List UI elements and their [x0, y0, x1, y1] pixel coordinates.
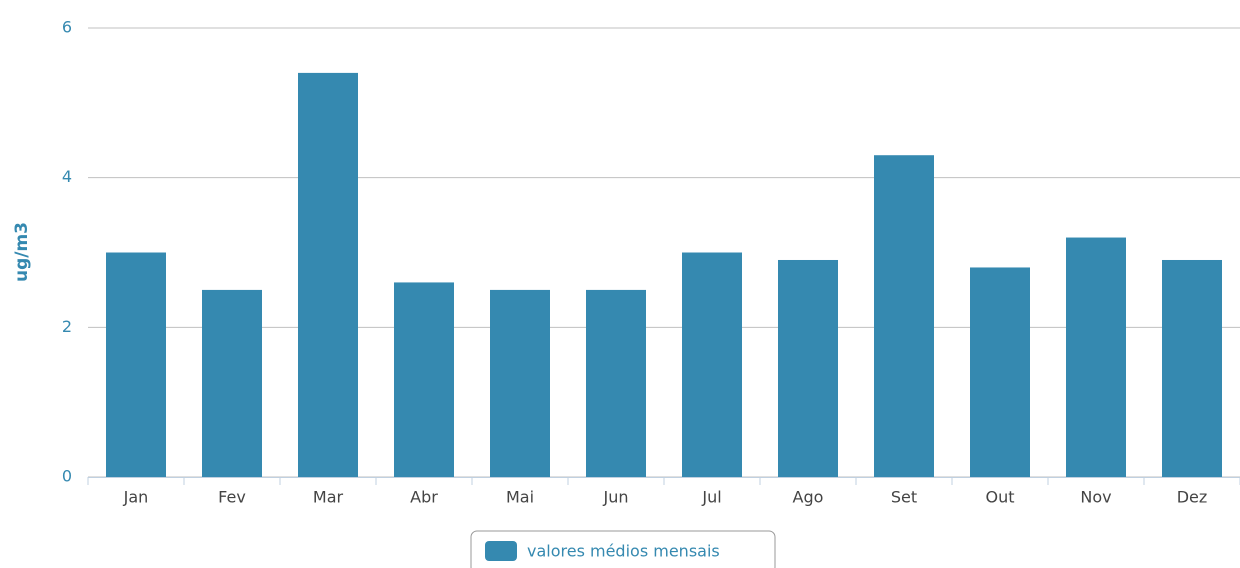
bar: [490, 289, 550, 477]
x-tick-label: Dez: [1177, 488, 1208, 507]
x-tick-label: Jul: [701, 488, 721, 507]
x-tick-label: Fev: [218, 488, 246, 507]
x-tick-label: Jun: [603, 488, 629, 507]
bar: [778, 259, 838, 477]
legend: valores médios mensais: [470, 530, 776, 568]
y-tick-label: 4: [62, 167, 72, 186]
bar: [106, 252, 166, 477]
bar: [874, 155, 934, 477]
bar: [394, 282, 454, 477]
legend-swatch: [485, 541, 517, 561]
legend-label: valores médios mensais: [527, 542, 720, 561]
x-tick-label: Abr: [410, 488, 438, 507]
x-tick-label: Ago: [793, 488, 824, 507]
y-tick-label: 0: [62, 467, 72, 486]
bar: [202, 289, 262, 477]
x-tick-label: Mai: [506, 488, 534, 507]
bar: [970, 267, 1030, 477]
y-tick-label: 6: [62, 18, 72, 37]
x-tick-label: Out: [985, 488, 1014, 507]
x-tick-label: Set: [891, 488, 917, 507]
bar: [682, 252, 742, 477]
x-tick-label: Mar: [313, 488, 344, 507]
y-tick-label: 2: [62, 317, 72, 336]
bar: [1066, 237, 1126, 477]
x-tick-label: Jan: [123, 488, 149, 507]
bar: [298, 72, 358, 478]
x-tick-label: Nov: [1080, 488, 1111, 507]
bar: [1162, 259, 1222, 477]
legend-box: [470, 530, 776, 568]
bar: [586, 289, 646, 477]
y-axis-title: ug/m3: [12, 222, 32, 282]
